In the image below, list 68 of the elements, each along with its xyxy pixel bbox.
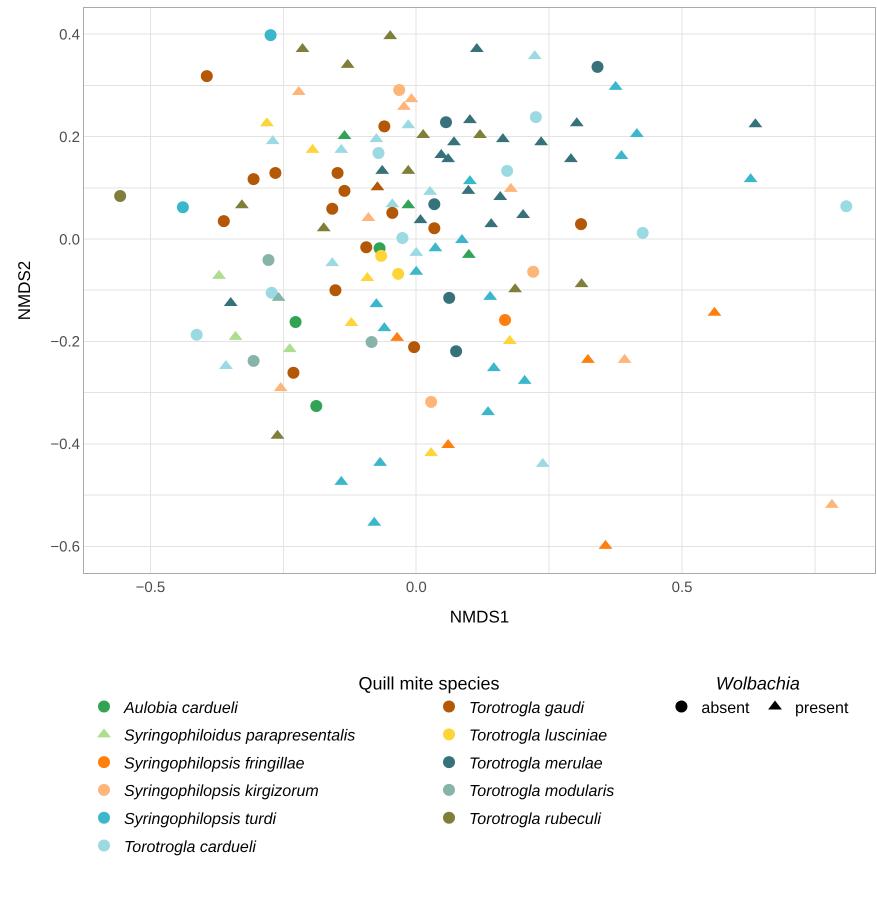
legend-label: Syringophiloidus parapresentalis: [124, 728, 356, 745]
point: [393, 84, 406, 96]
point: [287, 366, 300, 379]
y-tick-label: −0.6: [50, 538, 80, 556]
text: absent: [701, 700, 750, 717]
point: [428, 198, 440, 210]
point: [575, 218, 588, 230]
x-tick-label: 0.5: [672, 579, 692, 596]
point: [310, 400, 322, 412]
point: [408, 341, 420, 354]
point: [269, 166, 282, 179]
point: [329, 284, 342, 296]
point: [262, 254, 274, 266]
point: [366, 336, 378, 348]
text: Wolbachia: [716, 674, 800, 694]
y-tick-label: 0.2: [59, 128, 80, 146]
legend-label: Syringophilopsis fringillae: [124, 755, 305, 772]
point: [200, 70, 213, 82]
point: [378, 120, 390, 132]
point: [338, 184, 350, 197]
point: [375, 250, 388, 262]
point: [396, 232, 408, 244]
legend-label: Torotrogla rubeculi: [469, 810, 602, 828]
y-axis-title: NMDS2: [14, 260, 34, 320]
legend-label: Torotrogla merulae: [469, 755, 603, 772]
legend-title: Quill mite species: [358, 674, 500, 694]
point: [218, 215, 230, 228]
point: [440, 116, 452, 128]
legend-label: Torotrogla cardueli: [124, 838, 256, 856]
point: [332, 166, 344, 179]
point: [360, 241, 372, 254]
point: [450, 345, 462, 358]
legend-label: Torotrogla modularis: [469, 783, 614, 800]
point: [636, 226, 649, 239]
point: [264, 29, 277, 42]
point: [501, 164, 514, 177]
point: [425, 396, 438, 408]
point: [592, 60, 604, 73]
x-axis-title: NMDS1: [450, 607, 510, 626]
x-tick-label: −0.5: [136, 579, 166, 596]
y-tick-label: −0.4: [50, 436, 80, 454]
legend-label: Aulobia cardueli: [123, 700, 238, 717]
point: [114, 190, 126, 202]
legend-label: Torotrogla gaudi: [469, 700, 584, 717]
text: present: [795, 700, 849, 717]
legend-label: Syringophilopsis kirgizorum: [124, 783, 319, 800]
point: [840, 200, 852, 212]
point: [499, 314, 512, 326]
x-tick-label: 0.0: [406, 579, 427, 596]
point: [176, 201, 189, 214]
point: [372, 146, 384, 159]
point: [386, 206, 398, 219]
point: [266, 286, 278, 299]
point: [428, 222, 440, 234]
point: [190, 328, 203, 341]
y-tick-label: 0.0: [59, 231, 80, 248]
point: [392, 268, 404, 280]
y-tick-label: −0.2: [50, 334, 80, 351]
point: [248, 354, 260, 367]
point: [326, 202, 338, 215]
legend-label: Torotrogla lusciniae: [469, 728, 608, 745]
point: [527, 266, 540, 278]
legend-label: Syringophilopsis turdi: [124, 810, 277, 828]
y-tick-label: 0.4: [59, 26, 80, 44]
point: [248, 173, 260, 186]
point: [443, 292, 456, 304]
point: [530, 111, 542, 124]
point: [290, 316, 302, 328]
